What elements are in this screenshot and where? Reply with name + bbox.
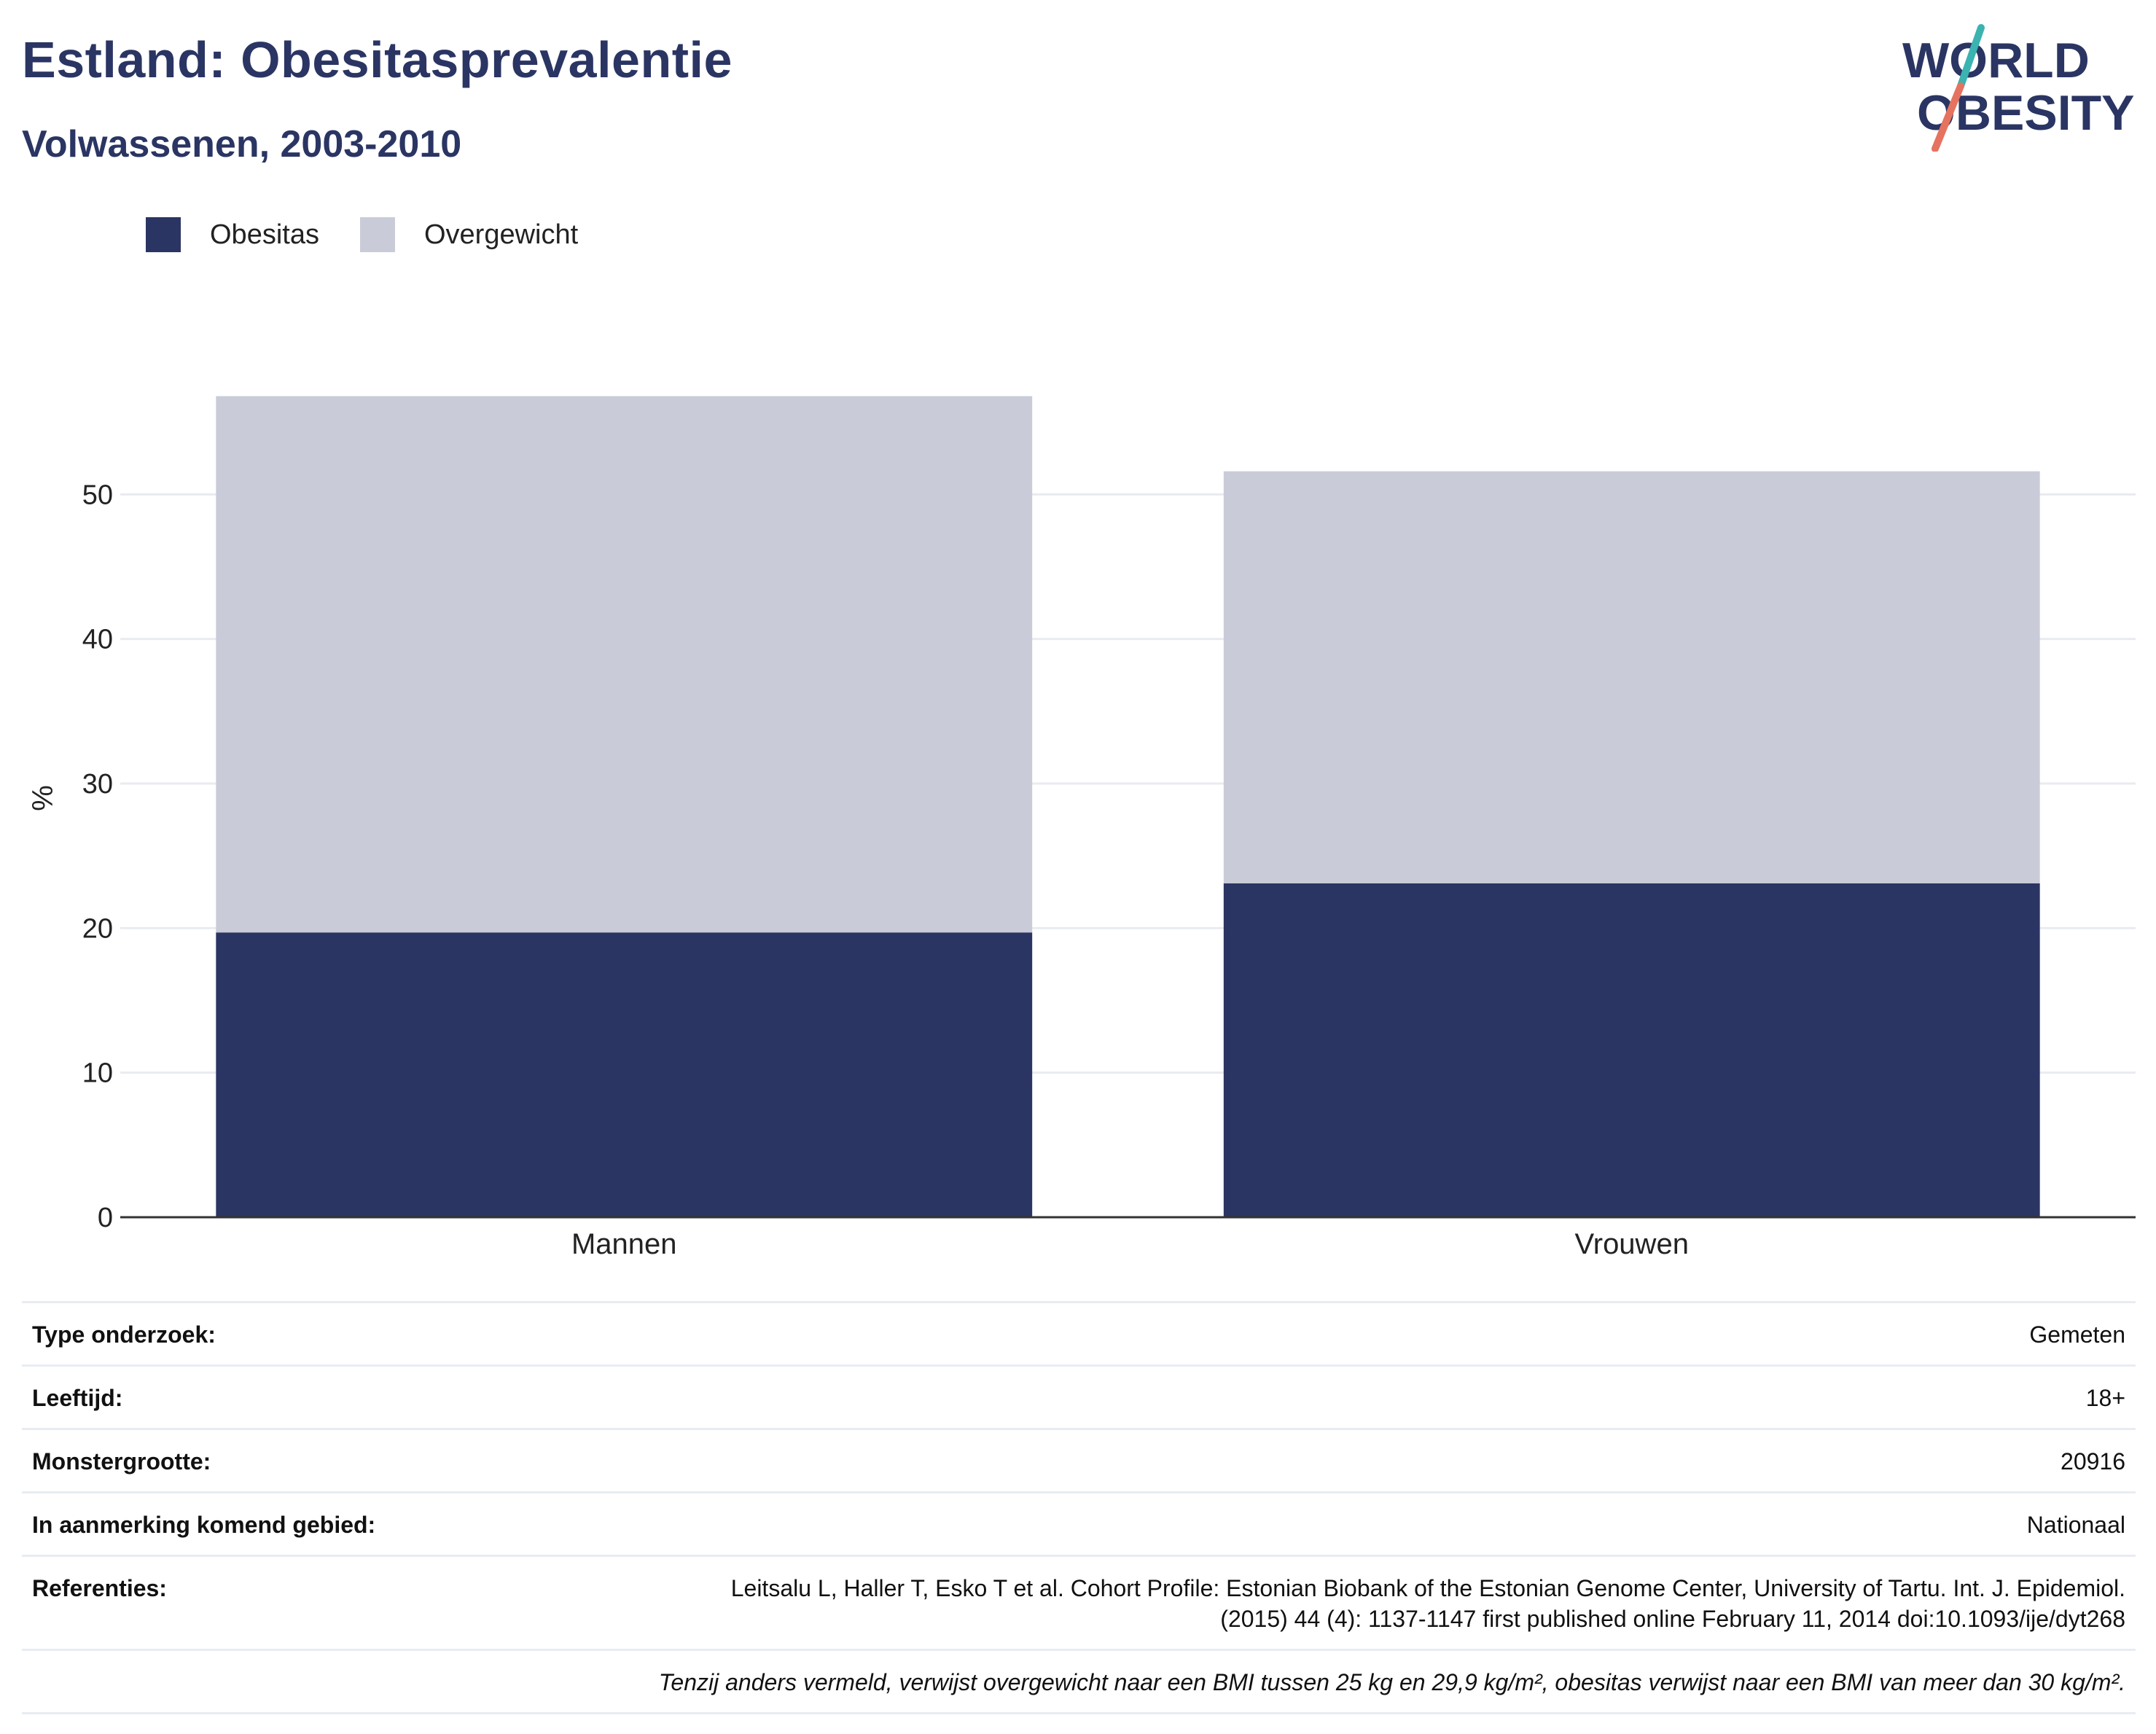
bar-overgewicht-mannen (216, 396, 1033, 933)
info-value: Gemeten (552, 1301, 2136, 1366)
legend-swatch-overgewicht (359, 217, 395, 252)
y-tick-label: 10 (82, 1058, 113, 1089)
info-key: Leeftijd: (22, 1364, 552, 1429)
bar-overgewicht-vrouwen (1223, 471, 2040, 883)
info-key: In aanmerking komend gebied: (22, 1491, 552, 1556)
info-row-area: In aanmerking komend gebied: Nationaal (22, 1491, 2136, 1556)
world-obesity-logo: WORLD OBESITY (1902, 24, 2135, 152)
info-key: Type onderzoek: (22, 1301, 552, 1366)
y-tick-label: 40 (82, 625, 113, 655)
legend-swatch-obesitas (146, 217, 181, 252)
info-row-references: Referenties: Leitsalu L, Haller T, Esko … (22, 1555, 2136, 1650)
y-tick-label: 30 (82, 769, 113, 800)
y-tick-label: 20 (82, 913, 113, 944)
y-tick-label: 50 (82, 480, 113, 510)
reference-line: Leitsalu L, Haller T, Esko T et al. Coho… (730, 1575, 2125, 1601)
page-subtitle: Volwassenen, 2003-2010 (22, 123, 462, 165)
y-tick-label: 0 (98, 1203, 113, 1233)
info-row-type: Type onderzoek: Gemeten (22, 1301, 2136, 1366)
reference-line: (2015) 44 (4): 1137-1147 first published… (1220, 1606, 2125, 1632)
legend-label-obesitas: Obesitas (210, 219, 319, 250)
info-row-age: Leeftijd: 18+ (22, 1364, 2136, 1429)
info-table: Type onderzoek: Gemeten Leeftijd: 18+ Mo… (22, 1301, 2136, 1714)
x-tick-label: Mannen (571, 1228, 677, 1260)
x-tick-label: Vrouwen (1575, 1228, 1689, 1260)
info-value: 18+ (552, 1364, 2136, 1429)
logo-coral-slash (1932, 82, 1964, 152)
logo-line1: WORLD (1902, 33, 2090, 88)
stacked-bar-chart: 0 10 20 30 40 50% Mannen Vrouwen (27, 396, 2136, 1260)
definition-note: Tenzij anders vermeld, verwijst overgewi… (22, 1649, 2136, 1714)
info-row-sample-size: Monstergrootte: 20916 (22, 1428, 2136, 1493)
legend-item-overgewicht[interactable]: Overgewicht (359, 217, 579, 252)
page-title: Estland: Obesitasprevalentie (22, 31, 733, 88)
info-value: Leitsalu L, Haller T, Esko T et al. Coho… (552, 1555, 2136, 1650)
bar-obesitas-vrouwen (1223, 883, 2040, 1217)
legend-label-overgewicht: Overgewicht (423, 219, 579, 250)
y-axis-label: % (27, 785, 59, 811)
bar-obesitas-mannen (216, 932, 1033, 1217)
info-value: 20916 (552, 1428, 2136, 1493)
info-key: Monstergrootte: (22, 1428, 552, 1493)
info-value: Nationaal (552, 1491, 2136, 1556)
logo-teal-slash (1957, 24, 1985, 90)
info-key: Referenties: (22, 1555, 552, 1650)
chart-legend: Obesitas Overgewicht (146, 217, 619, 252)
info-row-note: Tenzij anders vermeld, verwijst overgewi… (22, 1649, 2136, 1714)
legend-item-obesitas[interactable]: Obesitas (146, 217, 319, 252)
